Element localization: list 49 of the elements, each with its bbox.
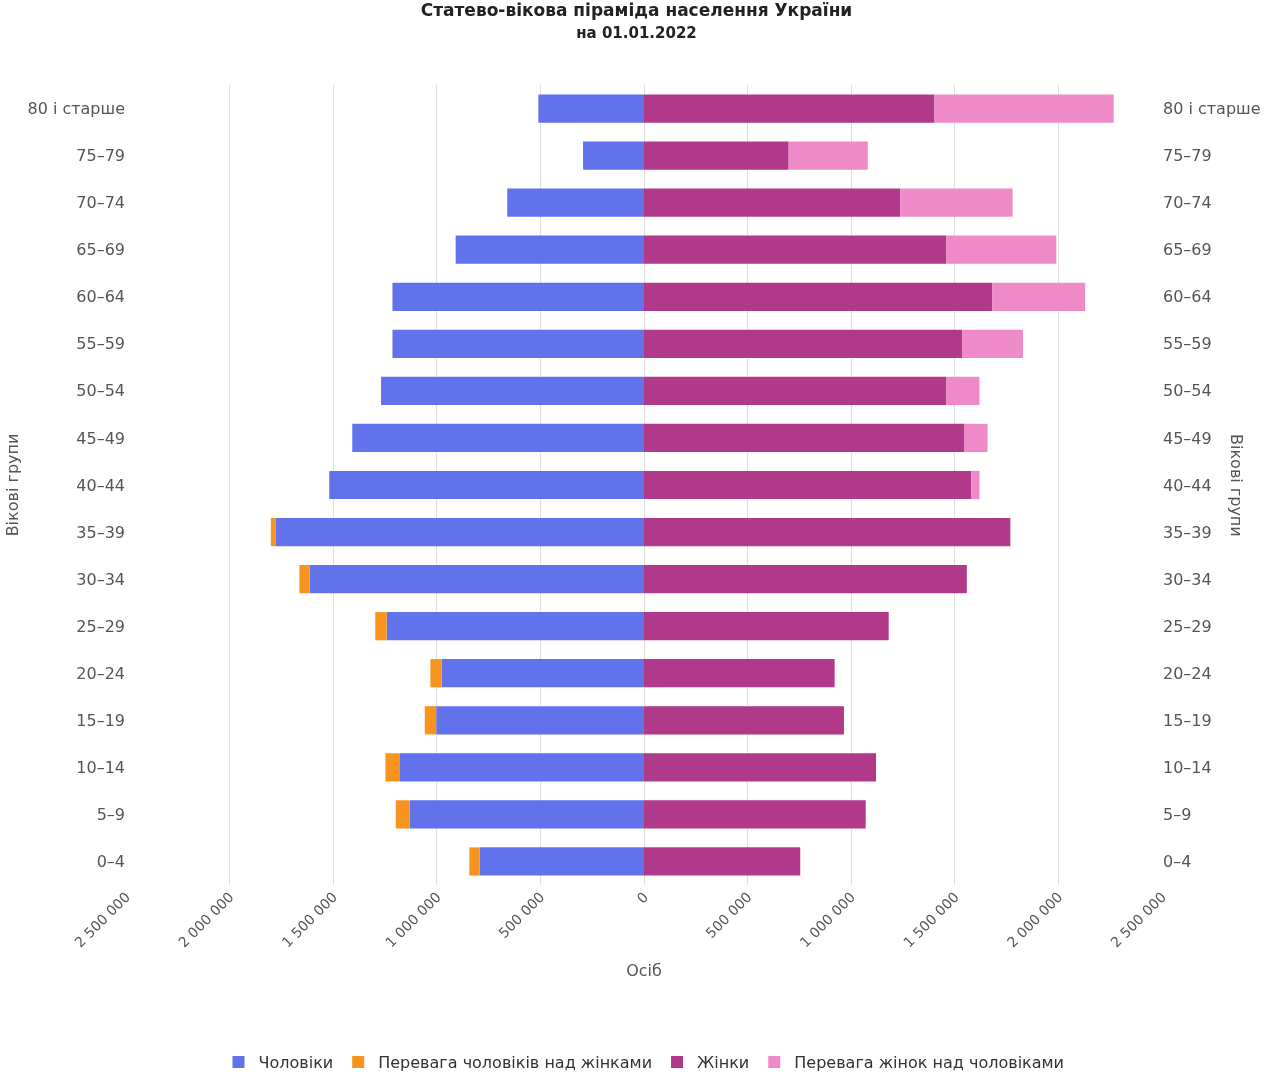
x-axis-title: Осіб bbox=[626, 961, 662, 981]
y-axis-title: Вікові групи bbox=[3, 433, 23, 537]
x-tick-label: 2 000 000 bbox=[174, 888, 237, 951]
y-tick-label: 15–19 bbox=[76, 710, 125, 730]
category-label: 70–74 bbox=[1163, 193, 1212, 213]
y-tick-label: 0–4 bbox=[96, 852, 125, 872]
y-tick-label: 60–64 bbox=[76, 287, 125, 307]
legend-label: Жінки bbox=[697, 1053, 750, 1073]
y-tick-label: 25–29 bbox=[76, 616, 125, 636]
category-label: 10–14 bbox=[1163, 757, 1212, 777]
category-label: 55–59 bbox=[1163, 334, 1212, 354]
y-tick-label: 50–54 bbox=[76, 381, 125, 401]
chart-title: Статево-вікова піраміда населення України bbox=[420, 0, 853, 21]
x-tick-label: 0 bbox=[633, 888, 652, 907]
category-label: 0–4 bbox=[1163, 852, 1192, 872]
legend-label: Перевага чоловіків над жінками bbox=[378, 1053, 653, 1073]
legend-label: Перевага жінок над чоловіками bbox=[794, 1053, 1065, 1073]
x-tick-label: 2 000 000 bbox=[1003, 888, 1066, 951]
x-tick-label: 1 000 000 bbox=[796, 888, 859, 951]
legend-label: Чоловіки bbox=[258, 1053, 334, 1073]
y-tick-label: 65–69 bbox=[76, 240, 125, 260]
category-label: 35–39 bbox=[1163, 522, 1212, 542]
category-label: 75–79 bbox=[1163, 146, 1212, 166]
category-label: 15–19 bbox=[1163, 710, 1212, 730]
y-tick-label: 55–59 bbox=[76, 334, 125, 354]
y-tick-label: 35–39 bbox=[76, 522, 125, 542]
y-tick-label: 70–74 bbox=[76, 193, 125, 213]
y-tick-label: 45–49 bbox=[76, 428, 125, 448]
y-tick-label: 5–9 bbox=[96, 805, 125, 825]
category-label: 40–44 bbox=[1163, 475, 1212, 495]
y-tick-label: 30–34 bbox=[76, 569, 125, 589]
y-tick-label: 75–79 bbox=[76, 146, 125, 166]
category-label: 65–69 bbox=[1163, 240, 1212, 260]
category-label: 5–9 bbox=[1163, 805, 1192, 825]
category-label: 30–34 bbox=[1163, 569, 1212, 589]
y-tick-label: 40–44 bbox=[76, 475, 125, 495]
category-label: 60–64 bbox=[1163, 287, 1212, 307]
category-label: 50–54 bbox=[1163, 381, 1212, 401]
x-tick-label: 500 000 bbox=[702, 888, 755, 942]
y-tick-label: 80 і старше bbox=[27, 99, 125, 119]
category-label: 20–24 bbox=[1163, 663, 1212, 683]
category-label: 25–29 bbox=[1163, 616, 1212, 636]
category-label: 80 і старше bbox=[1163, 99, 1261, 119]
y-tick-label: 20–24 bbox=[76, 663, 125, 683]
x-tick-label: 1 000 000 bbox=[382, 888, 444, 951]
text: Вікові групи bbox=[1227, 434, 1246, 537]
y-tick-label: 10–14 bbox=[76, 757, 125, 777]
chart-subtitle: на 01.01.2022 bbox=[576, 24, 697, 43]
category-label: 45–49 bbox=[1163, 428, 1212, 448]
